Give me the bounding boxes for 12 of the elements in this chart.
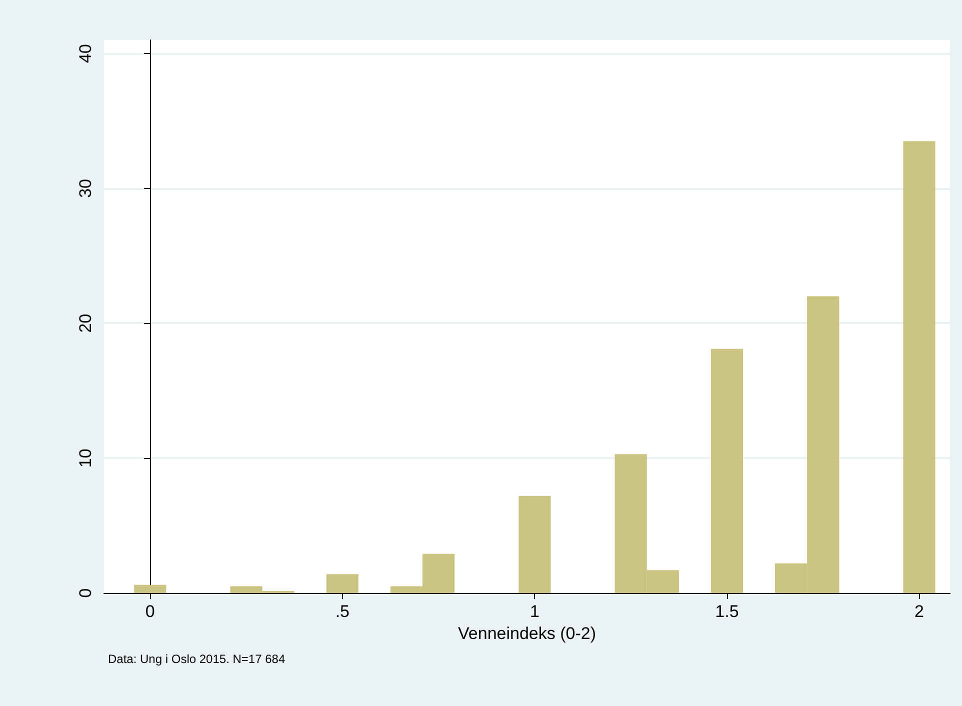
x-tick-label: .5 (335, 602, 350, 621)
x-tick-label: 1 (530, 602, 540, 621)
text: Data: Ung i Oslo 2015. N=17 684 (108, 652, 286, 666)
y-tick-label: 20 (76, 314, 95, 333)
x-tick-label: 2 (914, 602, 924, 621)
y-tick-label: 10 (76, 448, 95, 468)
y-tick-label: 0 (76, 588, 95, 598)
x-axis-title: Venneindeks (0-2) (458, 624, 596, 643)
x-tick-label: 1.5 (715, 602, 739, 621)
x-tick-label: 0 (145, 602, 155, 621)
y-tick-label: 40 (76, 44, 95, 63)
y-tick-label: 30 (76, 178, 95, 198)
